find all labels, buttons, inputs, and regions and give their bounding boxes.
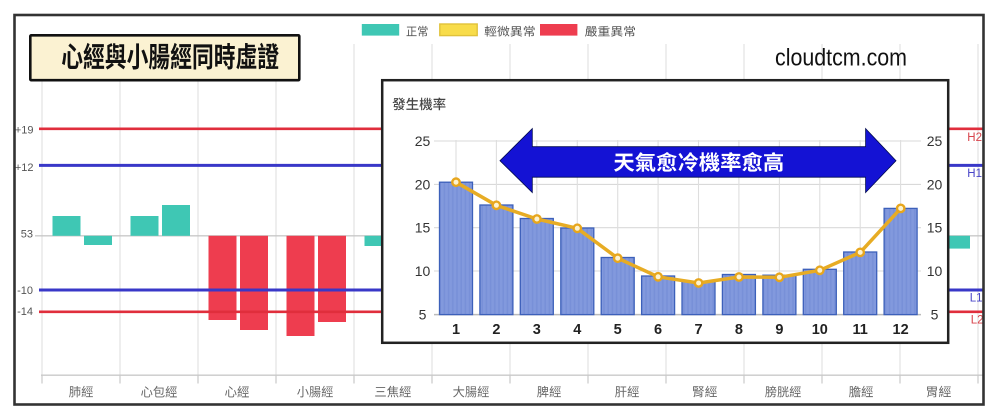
svg-text:15: 15 — [927, 220, 943, 236]
svg-text:6: 6 — [654, 322, 662, 338]
svg-text:25: 25 — [927, 133, 943, 149]
svg-text:-10: -10 — [17, 285, 33, 297]
svg-text:3: 3 — [533, 322, 541, 338]
svg-text:10: 10 — [812, 322, 828, 338]
svg-text:L1: L1 — [970, 293, 983, 305]
svg-text:20: 20 — [415, 176, 431, 192]
svg-text:11: 11 — [853, 322, 868, 338]
svg-text:H2: H2 — [967, 132, 982, 144]
svg-text:+19: +19 — [15, 125, 34, 137]
svg-text:7: 7 — [694, 322, 702, 338]
svg-text:cloudtcm.com: cloudtcm.com — [775, 44, 907, 71]
svg-text:12: 12 — [893, 322, 909, 338]
svg-text:10: 10 — [415, 263, 431, 279]
svg-text:15: 15 — [415, 220, 431, 236]
svg-text:H1: H1 — [967, 168, 982, 180]
svg-text:5: 5 — [419, 307, 427, 323]
svg-text:53: 53 — [21, 229, 33, 241]
svg-text:9: 9 — [775, 322, 783, 338]
svg-text:+12: +12 — [15, 162, 34, 174]
svg-text:25: 25 — [415, 133, 431, 149]
svg-text:20: 20 — [927, 176, 943, 192]
svg-text:10: 10 — [927, 263, 943, 279]
svg-text:2: 2 — [492, 322, 500, 338]
svg-text:4: 4 — [573, 322, 581, 338]
svg-text:-14: -14 — [17, 306, 33, 318]
svg-text:8: 8 — [735, 322, 743, 338]
svg-text:L2: L2 — [971, 315, 984, 327]
svg-text:1: 1 — [452, 322, 460, 338]
svg-text:5: 5 — [614, 322, 622, 338]
svg-text:5: 5 — [931, 307, 939, 323]
